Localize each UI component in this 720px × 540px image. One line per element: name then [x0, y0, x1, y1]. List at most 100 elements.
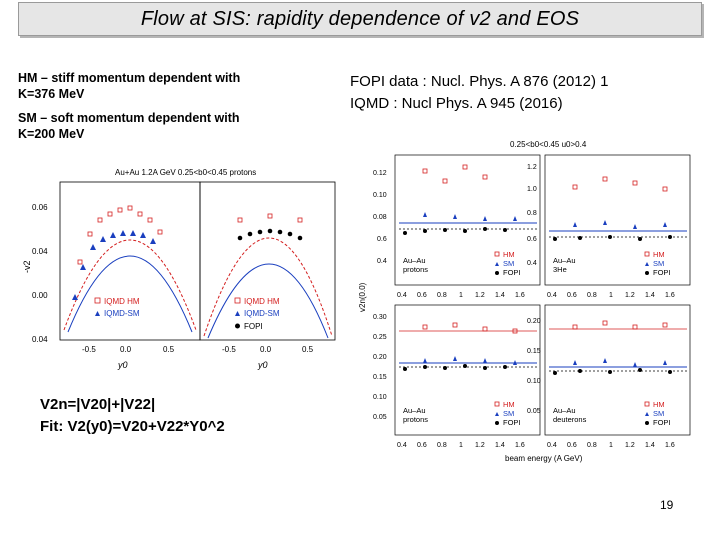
- p1-ytick-3: 0.08: [373, 214, 387, 221]
- p4-ytick-2: 0.15: [527, 348, 541, 355]
- p2-fopi-points: [553, 235, 672, 241]
- reference-fopi: FOPI data : Nucl. Phys. A 876 (2012) 1: [350, 73, 609, 90]
- p1-xtick-3: 0.8: [437, 292, 447, 299]
- ytick-2: 0.04: [32, 247, 48, 256]
- p1-legend-sm: SM: [503, 259, 514, 268]
- p2-ytick-1: 1.2: [527, 164, 537, 171]
- p3-legend-fopi-marker: [495, 421, 499, 425]
- p3-xtick-3: 0.8: [437, 442, 447, 449]
- right-figure: 0.25<b0<0.45 u0>0.4 v2n(0.0) 0.12 0.10 0…: [358, 140, 691, 463]
- sm-curve-left: [67, 255, 193, 333]
- p1-xtick-2: 0.6: [417, 292, 427, 299]
- p3-xtick-5: 1.2: [475, 442, 485, 449]
- panel-1-frame: [394, 154, 541, 286]
- p4-system-1: Au–Au: [553, 406, 576, 415]
- legend-hm-marker-right: [234, 297, 241, 304]
- p2-xtick-7: 1.6: [665, 292, 675, 299]
- p3-ytick-4: 0.15: [373, 374, 387, 381]
- legend-sm-left: IQMD-SM: [104, 309, 140, 318]
- xtick-left-3: 0.5: [163, 345, 175, 354]
- p1-legend-hm-marker: [494, 251, 500, 257]
- xtick-right-2: 0.0: [260, 345, 272, 354]
- hm-points-left: [77, 205, 163, 265]
- p4-legend-sm: SM: [653, 409, 664, 418]
- note-hm-line2: K=376 MeV: [18, 87, 85, 101]
- p1-sm-points: [423, 212, 517, 221]
- p1-system-2: protons: [403, 265, 428, 274]
- p2-xtick-5: 1.2: [625, 292, 635, 299]
- p1-ytick-5: 0.4: [377, 258, 387, 265]
- page-number: 19: [660, 498, 674, 512]
- p3-ytick-2: 0.25: [373, 334, 387, 341]
- legend-sm-marker-right: [235, 311, 240, 316]
- p2-xtick-2: 0.6: [567, 292, 577, 299]
- panel-4-frame: [544, 304, 691, 436]
- p4-xtick-1: 0.4: [547, 442, 557, 449]
- p2-legend-fopi-marker: [645, 271, 649, 275]
- right-figure-header: 0.25<b0<0.45 u0>0.4: [510, 140, 587, 149]
- legend-hm-left: IQMD HM: [104, 297, 140, 306]
- p3-xtick-2: 0.6: [417, 442, 427, 449]
- right-figure-ylabel: v2n(0.0): [358, 282, 367, 312]
- p2-ytick-3: 0.8: [527, 210, 537, 217]
- p3-ytick-1: 0.30: [373, 314, 387, 321]
- title-box: Flow at SIS: rapidity dependence of v2 a…: [18, 2, 702, 36]
- p4-xtick-5: 1.2: [625, 442, 635, 449]
- panel-3-frame: [394, 304, 541, 436]
- hm-curve-right: [203, 237, 333, 337]
- p3-legend-hm: HM: [503, 400, 515, 409]
- right-figure-xlabel: beam energy (A GeV): [505, 454, 583, 463]
- hm-points-right: [237, 213, 303, 223]
- legend-hm-marker-left: [94, 297, 101, 304]
- legend-hm-right: IQMD HM: [244, 297, 280, 306]
- p3-ytick-6: 0.05: [373, 414, 387, 421]
- p1-xtick-5: 1.2: [475, 292, 485, 299]
- sm-points-left: [72, 230, 156, 300]
- p4-fopi-points: [553, 368, 672, 375]
- xtick-left-1: -0.5: [82, 345, 96, 354]
- p4-hm-points: [572, 320, 668, 330]
- p4-ytick-1: 0.20: [527, 318, 541, 325]
- p4-xtick-2: 0.6: [567, 442, 577, 449]
- p4-ytick-3: 0.10: [527, 378, 541, 385]
- legend-fopi-marker-right: [235, 323, 240, 329]
- p1-xtick-7: 1.6: [515, 292, 525, 299]
- p4-ytick-4: 0.05: [527, 408, 541, 415]
- hm-curve-left: [63, 239, 197, 331]
- p2-sm-points: [573, 220, 667, 229]
- reference-iqmd: IQMD : Nucl Phys. A 945 (2016): [350, 95, 563, 112]
- fit-line-1: V2n=|V20|+|V22|: [40, 396, 156, 413]
- p3-xtick-7: 1.6: [515, 442, 525, 449]
- p1-fopi-points: [403, 227, 507, 235]
- p3-legend-hm-marker: [494, 401, 500, 407]
- p4-legend-hm-marker: [644, 401, 650, 407]
- p3-ytick-5: 0.10: [373, 394, 387, 401]
- p4-xtick-6: 1.4: [645, 442, 655, 449]
- p1-legend-hm: HM: [503, 250, 515, 259]
- p1-xtick-4: 1: [459, 292, 463, 299]
- ytick-4: 0.04: [32, 335, 48, 344]
- left-figure-header: Au+Au 1.2A GeV 0.25<b0<0.45 protons: [115, 168, 256, 177]
- p2-xtick-6: 1.4: [645, 292, 655, 299]
- p4-legend-fopi: FOPI: [653, 418, 671, 427]
- p1-hm-points: [422, 164, 488, 184]
- p3-fopi-points: [403, 364, 507, 371]
- p4-legend-fopi-marker: [645, 421, 649, 425]
- p1-system-1: Au–Au: [403, 256, 426, 265]
- slide-title: Flow at SIS: rapidity dependence of v2 a…: [140, 8, 580, 30]
- p1-ytick-4: 0.6: [377, 236, 387, 243]
- p2-legend-hm-marker: [644, 251, 650, 257]
- p2-legend-hm: HM: [653, 250, 665, 259]
- legend-fopi-right: FOPI: [244, 322, 263, 331]
- p3-legend-sm: SM: [503, 409, 514, 418]
- ytick-1: 0.06: [32, 203, 48, 212]
- p1-legend-fopi-marker: [495, 271, 499, 275]
- p3-legend-fopi: FOPI: [503, 418, 521, 427]
- legend-sm-right: IQMD-SM: [244, 309, 280, 318]
- fit-line-2: Fit: V2(y0)=V20+V22*Y0^2: [40, 418, 225, 435]
- p1-xtick-1: 0.4: [397, 292, 407, 299]
- p2-xtick-4: 1: [609, 292, 613, 299]
- note-sm-line1: SM – soft momentum dependent with: [18, 111, 240, 125]
- p4-xtick-3: 0.8: [587, 442, 597, 449]
- xtick-right-3: 0.5: [302, 345, 314, 354]
